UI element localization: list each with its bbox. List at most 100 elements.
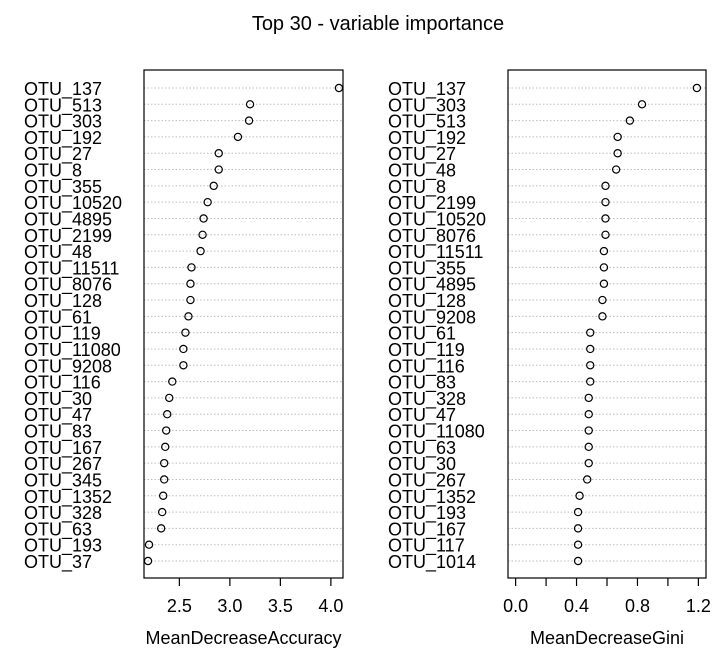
x-tick-label: 3.0 (217, 596, 242, 616)
category-label: OTU_355 (24, 177, 102, 198)
accuracy-panel: OTU_137OTU_513OTU_303OTU_192OTU_27OTU_8O… (24, 69, 344, 648)
category-label: OTU_116 (24, 373, 101, 394)
data-point (158, 491, 168, 500)
category-label: OTU_83 (24, 422, 92, 443)
x-tick-label: 1.2 (686, 596, 711, 616)
data-point (586, 328, 595, 337)
category-label: OTU_8 (24, 161, 82, 182)
data-point (196, 246, 205, 256)
category-label: OTU_8076 (24, 275, 112, 296)
data-point (586, 361, 595, 370)
plot-frame (507, 69, 707, 579)
category-label: OTU_303 (388, 95, 466, 116)
data-point (692, 83, 702, 93)
category-label: OTU_27 (24, 144, 92, 165)
category-label: OTU_2199 (24, 226, 112, 247)
category-label: OTU_355 (388, 258, 466, 279)
category-label: OTU_11080 (388, 422, 485, 443)
data-point (179, 361, 188, 370)
data-point (575, 491, 584, 500)
category-label: OTU_63 (24, 519, 92, 540)
plot-frame (143, 69, 344, 579)
category-label: OTU_27 (388, 144, 456, 165)
category-label: OTU_61 (24, 307, 92, 328)
data-point (584, 393, 593, 403)
category-label: OTU_137 (24, 79, 102, 100)
category-label: OTU_4895 (388, 275, 476, 296)
category-label: OTU_267 (24, 454, 102, 475)
data-point (586, 377, 595, 386)
category-label: OTU_192 (388, 128, 466, 149)
category-label: OTU_328 (388, 389, 466, 410)
data-point (599, 279, 609, 288)
data-point (584, 458, 593, 468)
category-label: OTU_2199 (388, 193, 476, 214)
data-point (625, 116, 635, 125)
category-label: OTU_30 (24, 389, 92, 410)
category-label: OTU_1014 (388, 552, 476, 573)
data-point (613, 149, 622, 158)
category-label: OTU_1352 (24, 487, 112, 508)
category-label: OTU_345 (24, 470, 102, 491)
data-point (601, 181, 610, 191)
x-tick-label: 0.8 (625, 596, 650, 616)
category-label: OTU_10520 (388, 209, 486, 230)
data-point (160, 458, 169, 468)
data-point (144, 540, 154, 549)
category-label: OTU_61 (388, 324, 456, 345)
data-point (601, 214, 610, 223)
category-label: OTU_9208 (24, 356, 112, 377)
category-label: OTU_8076 (388, 226, 476, 247)
x-tick-label: 4.0 (318, 596, 343, 616)
x-axis-label: MeanDecreaseGini (530, 628, 684, 648)
data-point (233, 132, 243, 142)
category-label: OTU_4895 (24, 209, 112, 230)
data-point (598, 295, 607, 305)
data-point (598, 312, 607, 321)
category-label: OTU_47 (388, 405, 456, 426)
data-point (584, 442, 593, 452)
data-point (245, 100, 255, 109)
data-point (187, 263, 196, 272)
data-point (157, 507, 167, 517)
data-point (163, 410, 172, 419)
data-point (160, 475, 169, 484)
x-tick-label: 3.5 (268, 596, 293, 616)
data-point (156, 524, 166, 533)
category-label: OTU_8 (388, 177, 446, 198)
category-label: OTU_9208 (388, 307, 476, 328)
category-label: OTU_167 (388, 519, 466, 540)
data-point (611, 165, 621, 174)
category-label: OTU_119 (24, 324, 101, 345)
x-tick-label: 0.4 (564, 596, 589, 616)
data-point (179, 344, 188, 354)
category-label: OTU_167 (24, 438, 102, 459)
data-point (244, 116, 254, 125)
category-label: OTU_1352 (388, 487, 476, 508)
x-tick-label: 2.5 (167, 596, 192, 616)
data-point (599, 246, 609, 256)
data-point (203, 197, 212, 207)
data-point (586, 344, 595, 354)
data-point (186, 279, 195, 288)
category-label: OTU_513 (388, 112, 466, 133)
data-point (184, 312, 193, 321)
category-label: OTU_192 (24, 128, 102, 149)
category-label: OTU_119 (388, 340, 465, 361)
category-label: OTU_117 (388, 536, 465, 557)
x-tick-label: 0.0 (503, 596, 528, 616)
data-point (198, 230, 207, 239)
data-point (209, 181, 218, 191)
data-point (214, 149, 223, 158)
data-point (601, 197, 610, 207)
category-label: OTU_328 (24, 503, 102, 524)
category-label: OTU_128 (24, 291, 102, 312)
data-point (199, 214, 208, 223)
data-point (573, 524, 583, 533)
data-point (613, 132, 622, 142)
data-point (162, 426, 171, 435)
category-label: OTU_137 (388, 79, 466, 100)
data-point (599, 263, 609, 272)
